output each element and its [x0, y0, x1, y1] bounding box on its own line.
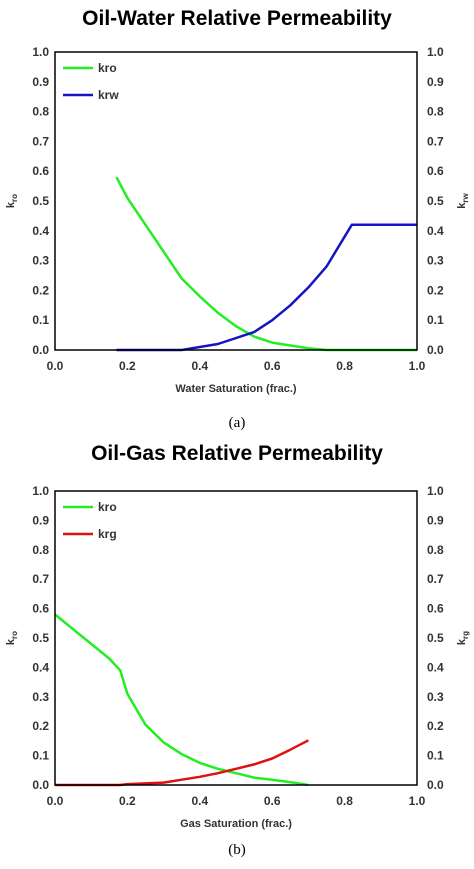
x-tick-label: 0.8	[336, 359, 353, 373]
y2-tick-label: 0.9	[427, 513, 444, 527]
chart-oil-water: 0.0 0.0 0.1 0.1 0.2 0.2 0.3 0.3 0.4 0.4 0.5 0.5 0.6 0…	[5, 45, 470, 395]
y-tick-label: 0.4	[32, 224, 49, 238]
y-tick-label: 0.7	[32, 134, 49, 148]
y-tick-label: 0.9	[32, 75, 49, 89]
y2-tick-label: 0.9	[427, 75, 444, 89]
y-tick-label: 0.1	[32, 749, 49, 763]
x-tick-label: 1.0	[409, 794, 426, 808]
y-tick-label: 0.8	[32, 543, 49, 557]
y2-axis-label: krw	[456, 192, 470, 208]
y-tick-label: 0.7	[32, 572, 49, 586]
x-axis-label: Water Saturation (frac.)	[175, 383, 297, 395]
chart-oil-gas: 0.0 0.0 0.1 0.1 0.2 0.2 0.3 0.3 0.4 0.4 0.5 0.5 0.6 0…	[5, 484, 470, 830]
y2-tick-label: 0.6	[427, 164, 444, 178]
y2-tick-label: 0.8	[427, 543, 444, 557]
plot-area	[54, 51, 418, 351]
y2-tick-label: 0.0	[427, 343, 444, 357]
y2-tick-label: 0.5	[427, 631, 444, 645]
x-axis-label: Gas Saturation (frac.)	[180, 818, 292, 830]
y-tick-label: 1.0	[32, 484, 49, 498]
y-tick-label: 0.0	[32, 778, 49, 792]
y2-tick-label: 0.2	[427, 283, 444, 297]
y2-tick-label: 0.4	[427, 660, 444, 674]
y2-tick-label: 0.1	[427, 749, 444, 763]
x-tick-label: 0.8	[336, 794, 353, 808]
legend-label-krw: krw	[98, 88, 119, 102]
y-tick-label: 1.0	[32, 45, 49, 59]
legend-label-krg: krg	[98, 527, 117, 541]
y-tick-label: 0.1	[32, 313, 49, 327]
y2-tick-label: 0.0	[427, 778, 444, 792]
y-tick-label: 0.5	[32, 631, 49, 645]
chart-title-a: Oil-Water Relative Permeability	[82, 7, 392, 30]
y-tick-label: 0.8	[32, 105, 49, 119]
y-tick-label: 0.6	[32, 602, 49, 616]
y2-tick-label: 0.2	[427, 719, 444, 733]
y-tick-label: 0.5	[32, 194, 49, 208]
x-tick-label: 0.6	[264, 359, 281, 373]
y2-tick-label: 0.4	[427, 224, 444, 238]
series-line-kro	[54, 613, 309, 787]
y2-tick-label: 1.0	[427, 484, 444, 498]
x-tick-label: 0.0	[47, 359, 64, 373]
x-tick-label: 0.6	[264, 794, 281, 808]
x-tick-label: 0.2	[119, 359, 136, 373]
x-tick-label: 1.0	[409, 359, 426, 373]
y2-tick-label: 0.1	[427, 313, 444, 327]
x-tick-label: 0.4	[191, 359, 208, 373]
legend-label-kro: kro	[98, 61, 117, 75]
y2-tick-label: 0.5	[427, 194, 444, 208]
chart-title-b: Oil-Gas Relative Permeability	[91, 442, 383, 465]
y-tick-label: 0.2	[32, 283, 49, 297]
chart-caption-b: (b)	[228, 842, 246, 858]
y-tick-label: 0.3	[32, 254, 49, 268]
chart-panel-a: Oil-Water Relative Permeability 0.0 0.0 0.…	[5, 7, 470, 431]
y2-tick-label: 1.0	[427, 45, 444, 59]
y-tick-label: 0.4	[32, 660, 49, 674]
y2-tick-label: 0.7	[427, 572, 444, 586]
x-tick-label: 0.2	[119, 794, 136, 808]
y-tick-label: 0.0	[32, 343, 49, 357]
chart-caption-a: (a)	[228, 415, 246, 431]
y2-tick-label: 0.8	[427, 105, 444, 119]
chart-panel-b: Oil-Gas Relative Permeability 0.0 0.0 0.1 0…	[0, 435, 474, 869]
y2-tick-label: 0.6	[427, 602, 444, 616]
y-axis-label: kro	[5, 194, 19, 208]
y-tick-label: 0.9	[32, 513, 49, 527]
series-line-krw	[116, 223, 417, 352]
x-tick-label: 0.0	[47, 794, 64, 808]
y-tick-label: 0.2	[32, 719, 49, 733]
y2-axis-label: krg	[456, 631, 470, 645]
x-tick-label: 0.4	[191, 794, 208, 808]
legend-label-kro: kro	[98, 500, 117, 514]
y2-tick-label: 0.3	[427, 254, 444, 268]
y-axis-label: kro	[5, 631, 19, 645]
y-tick-label: 0.6	[32, 164, 49, 178]
y-tick-label: 0.3	[32, 690, 49, 704]
y2-tick-label: 0.7	[427, 134, 444, 148]
plot-area	[54, 490, 418, 786]
y2-tick-label: 0.3	[427, 690, 444, 704]
